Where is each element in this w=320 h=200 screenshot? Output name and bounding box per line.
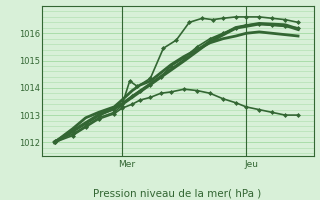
Text: Pression niveau de la mer( hPa ): Pression niveau de la mer( hPa ) (93, 189, 262, 199)
Text: Jeu: Jeu (244, 160, 259, 169)
Text: Mer: Mer (118, 160, 136, 169)
